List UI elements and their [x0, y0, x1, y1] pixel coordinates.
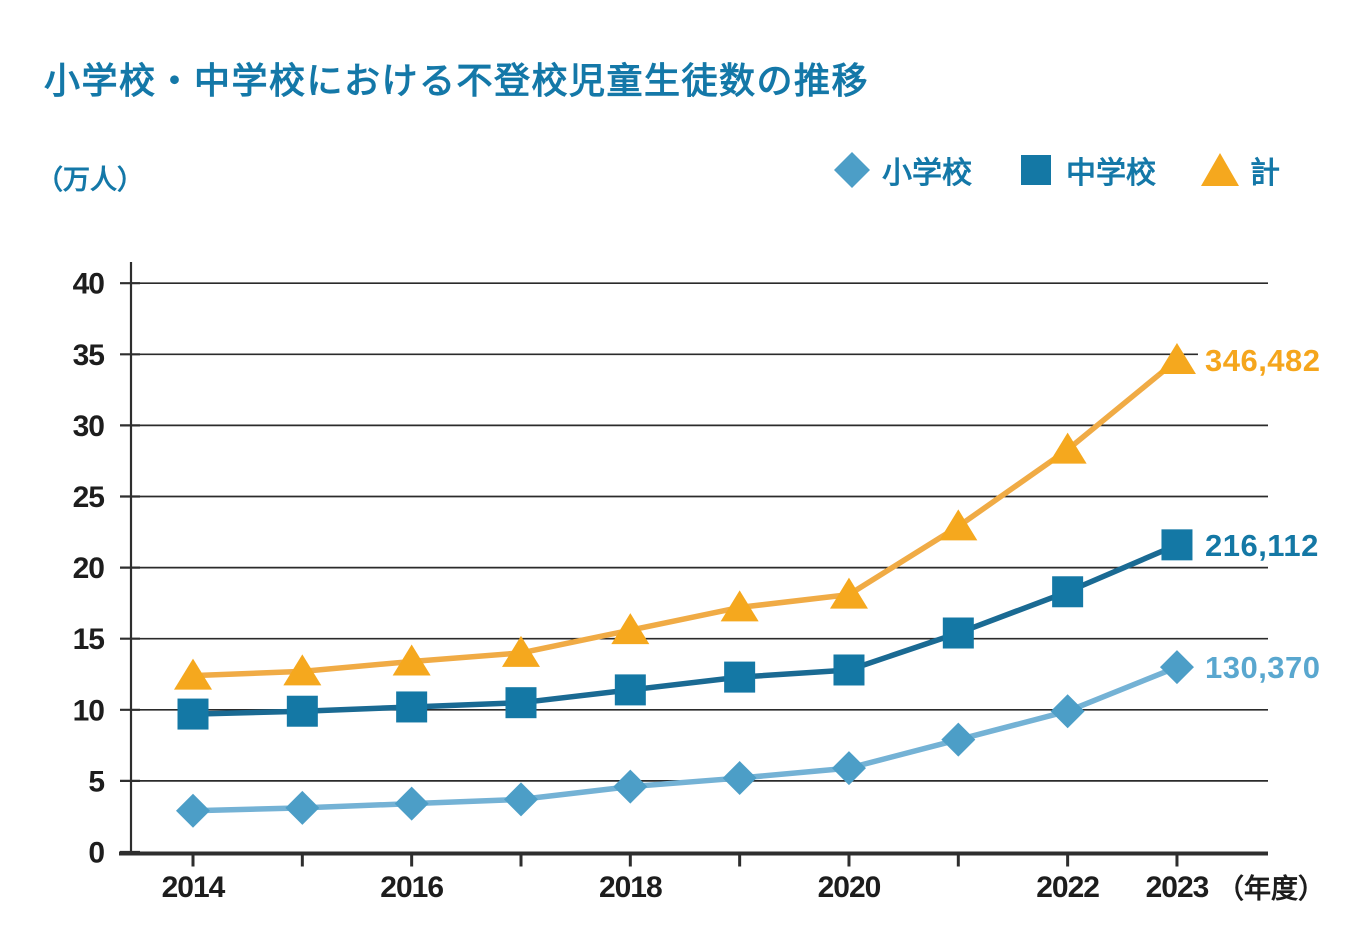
y-axis: 0 5 10 15 20 25 30 35 40 — [73, 262, 140, 870]
y-tick-label: 15 — [73, 623, 105, 656]
y-tick-label: 0 — [88, 837, 104, 870]
series-end-value-label: 346,482 — [1205, 343, 1321, 378]
legend-item-elementary: 小学校 — [832, 148, 972, 192]
legend-item-junior_high: 中学校 — [1016, 148, 1156, 192]
y-tick-label: 35 — [73, 339, 105, 372]
y-tick-label: 30 — [73, 410, 105, 443]
end-label-total: 346,482 — [1197, 339, 1330, 380]
legend-label: 計 — [1250, 157, 1280, 190]
series-junior_high — [177, 529, 1193, 730]
y-axis-unit-label: （万人） — [36, 165, 144, 195]
x-tick-label: 2014 — [162, 871, 226, 904]
end-label-elementary: 130,370 — [1197, 647, 1330, 688]
x-tick-label: 2018 — [599, 871, 662, 904]
x-axis: 2014 2016 2018 2020 2022 2023 （年度） — [119, 851, 1325, 904]
y-tick-label: 20 — [73, 552, 105, 585]
x-tick-label: 2020 — [818, 871, 881, 904]
series-elementary — [176, 650, 1194, 828]
x-tick-label: 2022 — [1036, 871, 1099, 904]
series-total — [174, 342, 1196, 690]
chart-title: 小学校・中学校における不登校児童生徒数の推移 — [44, 60, 870, 101]
legend-label: 小学校 — [882, 157, 972, 190]
series-end-value-label: 130,370 — [1205, 650, 1321, 685]
triangle-icon — [1201, 153, 1239, 186]
end-label-junior_high: 216,112 — [1197, 524, 1330, 565]
y-tick-label: 25 — [73, 481, 105, 514]
y-tick-label: 40 — [73, 268, 105, 301]
legend-label: 中学校 — [1066, 157, 1156, 190]
square-icon — [1021, 155, 1051, 185]
x-tick-label: 2016 — [380, 871, 443, 904]
series-end-value-label: 216,112 — [1205, 528, 1319, 563]
x-axis-unit-label: （年度） — [1217, 873, 1325, 904]
legend-item-total: 計 — [1200, 148, 1280, 192]
x-tick-label: 2023 — [1146, 871, 1209, 904]
y-tick-label: 10 — [73, 694, 105, 727]
y-tick-label: 5 — [88, 765, 104, 798]
diamond-icon — [834, 152, 870, 188]
legend: 小学校 中学校 計 — [832, 148, 1280, 192]
